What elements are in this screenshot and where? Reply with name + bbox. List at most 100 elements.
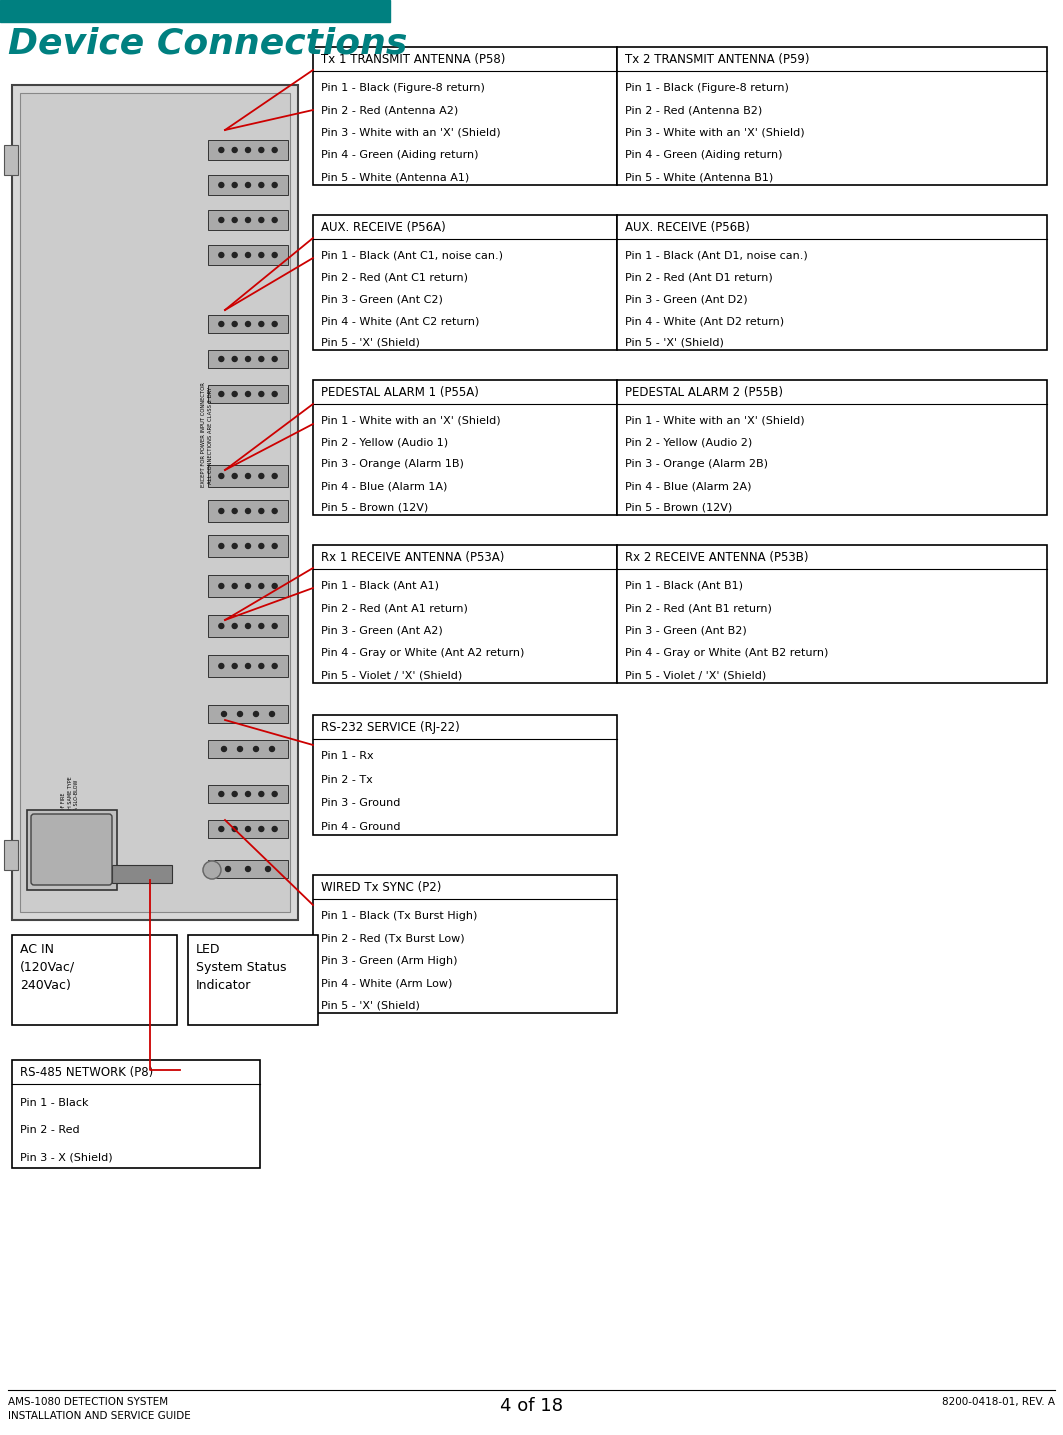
Circle shape: [219, 474, 224, 478]
Text: Pin 2 - Red (Antenna A2): Pin 2 - Red (Antenna A2): [321, 105, 458, 115]
Circle shape: [258, 623, 264, 629]
Bar: [4, 145, 18, 175]
Circle shape: [246, 867, 251, 871]
Circle shape: [219, 584, 224, 588]
Circle shape: [272, 392, 277, 396]
Circle shape: [258, 253, 264, 257]
Text: Pin 5 - 'X' (Shield): Pin 5 - 'X' (Shield): [321, 1000, 420, 1010]
Bar: [313, 875, 617, 1013]
Circle shape: [272, 148, 277, 152]
Bar: [27, 809, 117, 890]
Text: Pin 5 - Violet / 'X' (Shield): Pin 5 - Violet / 'X' (Shield): [321, 670, 462, 680]
Text: Pin 2 - Tx: Pin 2 - Tx: [321, 775, 373, 785]
Text: Pin 3 - Orange (Alarm 2B): Pin 3 - Orange (Alarm 2B): [625, 459, 767, 469]
Circle shape: [219, 148, 224, 152]
Text: Pin 4 - White (Ant D2 return): Pin 4 - White (Ant D2 return): [625, 316, 784, 326]
Circle shape: [225, 867, 231, 871]
Text: AUX. RECEIVE (P56A): AUX. RECEIVE (P56A): [321, 221, 445, 234]
Bar: [12, 936, 178, 1025]
Circle shape: [258, 544, 264, 548]
Text: Tx 1 TRANSMIT ANTENNA (P58): Tx 1 TRANSMIT ANTENNA (P58): [321, 53, 505, 66]
Text: Pin 1 - Black (Ant B1): Pin 1 - Black (Ant B1): [625, 581, 743, 591]
Text: AMS-1080 DETECTION SYSTEM: AMS-1080 DETECTION SYSTEM: [9, 1398, 168, 1406]
Bar: [0, 0, 390, 22]
Circle shape: [272, 253, 277, 257]
Circle shape: [232, 148, 237, 152]
Text: Pin 2 - Red (Ant A1 return): Pin 2 - Red (Ant A1 return): [321, 603, 468, 613]
Circle shape: [258, 792, 264, 796]
Text: AUX. RECEIVE (P56B): AUX. RECEIVE (P56B): [625, 221, 749, 234]
Text: Pin 4 - White (Ant C2 return): Pin 4 - White (Ant C2 return): [321, 316, 479, 326]
Circle shape: [258, 218, 264, 222]
Bar: [208, 654, 288, 677]
Text: Pin 1 - Black (Tx Burst High): Pin 1 - Black (Tx Burst High): [321, 911, 477, 921]
Circle shape: [219, 544, 224, 548]
Circle shape: [246, 827, 251, 831]
Circle shape: [258, 321, 264, 327]
Circle shape: [232, 321, 237, 327]
Bar: [208, 819, 288, 838]
Circle shape: [219, 508, 224, 514]
Text: Pin 4 - Green (Aiding return): Pin 4 - Green (Aiding return): [321, 151, 478, 161]
Circle shape: [246, 663, 251, 669]
Text: Pin 3 - Ground: Pin 3 - Ground: [321, 798, 401, 808]
Text: INSTALLATION AND SERVICE GUIDE: INSTALLATION AND SERVICE GUIDE: [9, 1411, 190, 1421]
Bar: [188, 936, 318, 1025]
Bar: [112, 865, 172, 883]
Circle shape: [272, 792, 277, 796]
Circle shape: [221, 712, 226, 716]
Bar: [208, 210, 288, 230]
Circle shape: [219, 356, 224, 362]
Text: Pin 1 - Black (Figure-8 return): Pin 1 - Black (Figure-8 return): [625, 83, 789, 93]
Circle shape: [219, 182, 224, 188]
Bar: [20, 93, 290, 913]
Circle shape: [219, 623, 224, 629]
Bar: [208, 535, 288, 557]
Circle shape: [272, 218, 277, 222]
Circle shape: [246, 253, 251, 257]
Circle shape: [246, 623, 251, 629]
Circle shape: [258, 356, 264, 362]
Circle shape: [219, 392, 224, 396]
Text: CAUTION:
TO REDUCE RISK OF FIRE
REPLACE FUSE ONLY WITH SAME TYPE
AND RATING: 250: CAUTION: TO REDUCE RISK OF FIRE REPLACE …: [55, 776, 79, 870]
Text: Pin 4 - Blue (Alarm 2A): Pin 4 - Blue (Alarm 2A): [625, 481, 752, 491]
Circle shape: [272, 623, 277, 629]
Bar: [208, 705, 288, 723]
Bar: [313, 47, 617, 185]
Text: FAN FACTORY PRESET
FOR 240 VOLTS: FAN FACTORY PRESET FOR 240 VOLTS: [79, 818, 89, 870]
Text: Pin 2 - Red (Antenna B2): Pin 2 - Red (Antenna B2): [625, 105, 762, 115]
Text: 8200-0418-01, REV. A: 8200-0418-01, REV. A: [942, 1398, 1054, 1406]
Circle shape: [258, 182, 264, 188]
Bar: [208, 385, 288, 403]
Text: 4 of 18: 4 of 18: [500, 1398, 563, 1415]
Circle shape: [246, 508, 251, 514]
Text: Pin 5 - Brown (12V): Pin 5 - Brown (12V): [625, 502, 732, 512]
Text: Pin 1 - Black (Ant D1, noise can.): Pin 1 - Black (Ant D1, noise can.): [625, 251, 808, 261]
Circle shape: [266, 867, 270, 871]
Text: Pin 3 - Green (Ant C2): Pin 3 - Green (Ant C2): [321, 294, 443, 304]
Circle shape: [253, 712, 258, 716]
Circle shape: [246, 392, 251, 396]
Bar: [617, 47, 1047, 185]
Text: Pin 4 - Gray or White (Ant B2 return): Pin 4 - Gray or White (Ant B2 return): [625, 649, 828, 659]
Text: Pin 2 - Red (Ant C1 return): Pin 2 - Red (Ant C1 return): [321, 273, 468, 283]
Circle shape: [270, 746, 274, 752]
Text: Pin 1 - Black (Ant C1, noise can.): Pin 1 - Black (Ant C1, noise can.): [321, 251, 503, 261]
Text: LED
System Status
Indicator: LED System Status Indicator: [196, 943, 287, 992]
Text: Pin 4 - Gray or White (Ant A2 return): Pin 4 - Gray or White (Ant A2 return): [321, 649, 524, 659]
Circle shape: [246, 356, 251, 362]
Circle shape: [272, 356, 277, 362]
Circle shape: [270, 712, 274, 716]
Text: Pin 3 - Green (Arm High): Pin 3 - Green (Arm High): [321, 956, 457, 966]
Bar: [617, 545, 1047, 683]
Circle shape: [232, 827, 237, 831]
Circle shape: [246, 218, 251, 222]
Circle shape: [246, 182, 251, 188]
Bar: [208, 499, 288, 522]
Bar: [208, 141, 288, 159]
Circle shape: [272, 827, 277, 831]
Text: Pin 2 - Yellow (Audio 2): Pin 2 - Yellow (Audio 2): [625, 438, 753, 448]
Text: Pin 2 - Yellow (Audio 1): Pin 2 - Yellow (Audio 1): [321, 438, 449, 448]
Circle shape: [219, 827, 224, 831]
Text: Pin 2 - Red: Pin 2 - Red: [20, 1125, 80, 1135]
